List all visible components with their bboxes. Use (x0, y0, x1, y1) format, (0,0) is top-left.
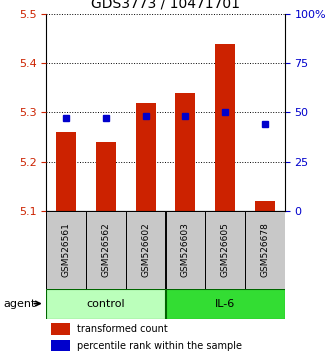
Bar (255, 201, 275, 211)
Text: agent: agent (3, 298, 36, 309)
Bar (51, 340, 70, 351)
Bar (166, 211, 205, 289)
Text: transformed count: transformed count (77, 324, 168, 334)
Text: GSM526602: GSM526602 (141, 222, 150, 277)
Bar (126, 211, 166, 289)
Bar (245, 211, 285, 289)
Text: control: control (87, 298, 125, 309)
Bar (96, 142, 116, 211)
Bar (215, 44, 235, 211)
Bar (136, 103, 156, 211)
Text: GSM526678: GSM526678 (260, 222, 269, 277)
Text: IL-6: IL-6 (215, 298, 235, 309)
Text: GSM526605: GSM526605 (220, 222, 230, 277)
Bar (166, 289, 285, 319)
Text: GSM526561: GSM526561 (62, 222, 71, 277)
Bar (46, 289, 166, 319)
Text: GSM526603: GSM526603 (181, 222, 190, 277)
Bar (205, 211, 245, 289)
Bar (51, 323, 70, 335)
Text: GSM526562: GSM526562 (101, 222, 111, 277)
Bar (86, 211, 126, 289)
Bar (175, 93, 195, 211)
Text: percentile rank within the sample: percentile rank within the sample (77, 341, 242, 350)
Bar (46, 211, 86, 289)
Bar (56, 132, 76, 211)
Text: GDS3773 / 10471701: GDS3773 / 10471701 (91, 0, 240, 11)
